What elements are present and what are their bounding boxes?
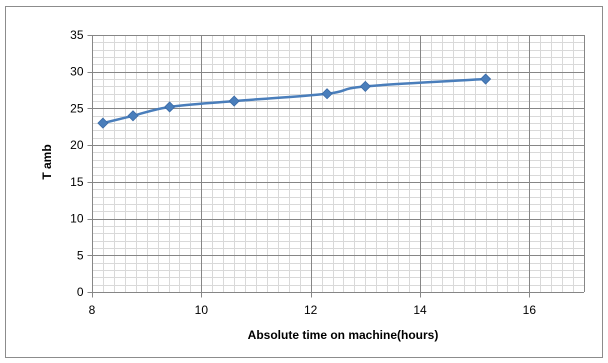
x-tick-label: 10 [195,303,209,317]
x-tick-label: 16 [523,303,537,317]
x-tick-label: 12 [304,303,318,317]
y-axis-title: T amb [40,144,54,179]
y-tick-label: 15 [70,175,84,189]
y-tick-label: 0 [77,285,84,299]
y-tick-label: 35 [70,28,84,42]
y-tick-label: 10 [70,212,84,226]
data-point-marker [127,110,139,122]
data-point-marker [164,101,176,113]
data-point-marker [228,95,240,107]
y-tick-label: 25 [70,101,84,115]
y-axis-tick-labels: 0 5 10 15 20 25 30 35 [70,28,84,299]
axes [87,35,584,298]
data-point-marker [359,80,371,92]
x-tick-label: 8 [89,303,96,317]
major-gridlines [92,35,585,292]
x-axis-title: Absolute time on machine(hours) [248,328,439,342]
series-layer [97,73,492,129]
y-tick-label: 30 [70,65,84,79]
data-point-marker [480,73,492,85]
y-tick-label: 20 [70,138,84,152]
x-axis-tick-labels: 8 10 12 14 16 [89,303,537,317]
x-tick-label: 14 [413,303,427,317]
minor-gridlines [92,35,584,292]
data-point-marker [97,117,109,129]
data-point-marker [321,88,333,100]
y-tick-label: 5 [77,248,84,262]
